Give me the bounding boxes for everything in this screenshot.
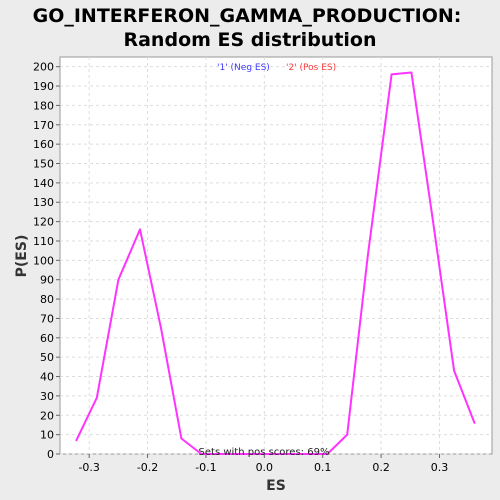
series-line [75,71,476,455]
data-point [326,453,329,455]
data-point [242,453,245,455]
legend-entry-neg: '1' (Neg ES) [217,63,270,73]
data-point [139,228,141,231]
y-tick-label: 110 [33,235,54,248]
y-tick-label: 190 [33,80,54,93]
data-point [222,453,225,455]
x-tick-label: 0.1 [314,461,332,474]
y-tick-label: 60 [40,332,54,345]
x-tick-label: 0.2 [372,461,390,474]
y-tick-label: 40 [40,371,54,384]
x-tick-label: 0.0 [256,461,274,474]
data-point [346,433,349,436]
data-point [117,278,120,281]
pos-score-annotation: Sets with pos scores: 69% [199,447,330,458]
y-tick-label: 120 [33,216,54,229]
data-point [95,396,98,399]
y-tick-label: 140 [33,177,54,190]
legend: '1' (Neg ES) '2' (Pos ES) [217,63,336,73]
y-tick-label: 10 [40,429,54,442]
y-tick-label: 170 [33,119,54,132]
data-point [390,73,393,76]
y-tick-label: 70 [40,312,54,325]
grid-layer [60,57,492,455]
y-tick-label: 200 [33,61,54,74]
x-tick-label: -0.3 [78,461,99,474]
data-point [263,453,266,455]
plot-area [59,56,493,455]
data-point [304,453,307,455]
y-tick-label: 20 [40,409,54,422]
y-tick-label: 160 [33,138,54,151]
data-point [366,255,369,258]
y-tick-label: 50 [40,351,54,364]
y-tick-label: 130 [33,196,54,209]
y-tick-label: 30 [40,390,54,403]
chart-title-line2: Random ES distribution [123,29,376,51]
y-tick-label: 100 [33,254,54,267]
x-tick-label: 0.3 [431,461,449,474]
data-point [410,71,413,74]
y-tick-label: 0 [47,448,54,461]
x-tick-label: -0.2 [137,461,158,474]
y-axis: 0 10 20 30 40 50 60 70 80 90 100 110 120 130 140 150 160… [33,61,60,461]
y-axis-label: P(ES) [14,235,30,278]
y-tick-label: 180 [33,99,54,112]
series-layer [75,71,476,455]
data-point [160,327,162,330]
legend-entry-pos: '2' (Pos ES) [286,63,336,73]
data-point [473,422,476,424]
y-tick-label: 150 [33,158,54,171]
data-point [75,439,78,442]
y-tick-label: 80 [40,293,54,306]
y-tick-label: 90 [40,274,54,287]
x-tick-label: -0.1 [195,461,216,474]
data-point [200,453,203,455]
data-point [283,453,286,455]
x-axis: -0.3 -0.2 -0.1 0.0 0.1 0.2 0.3 [78,454,448,474]
chart-title-line1: GO_INTERFERON_GAMMA_PRODUCTION: [33,5,462,27]
data-point [180,437,183,440]
x-axis-label: ES [266,478,286,494]
data-point [453,369,455,372]
data-point [431,216,434,219]
